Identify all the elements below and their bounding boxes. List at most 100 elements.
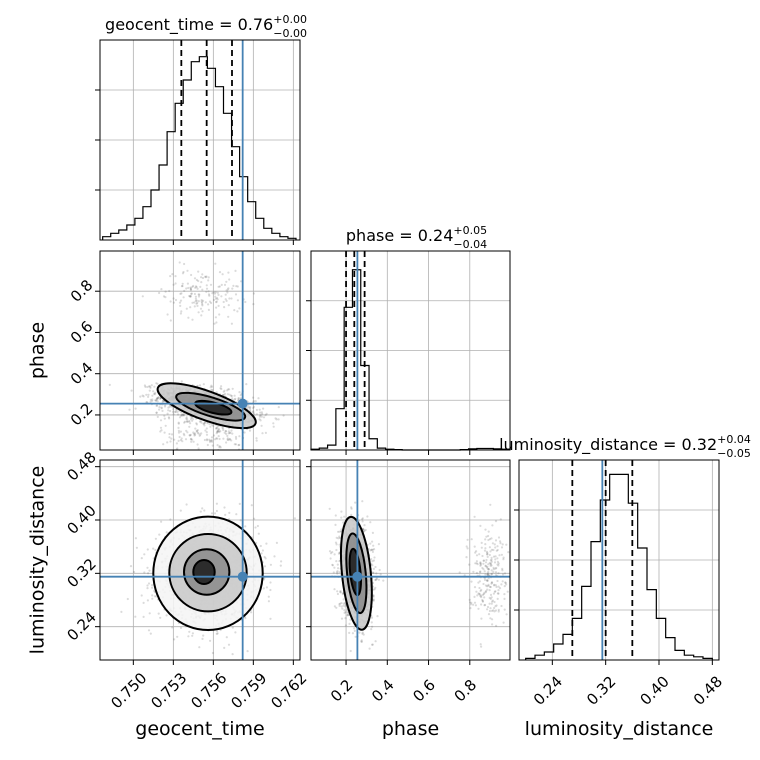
sample-point — [361, 632, 364, 635]
sample-point — [223, 431, 226, 434]
sample-point — [210, 388, 213, 391]
sample-point — [235, 437, 238, 440]
sample-point — [155, 398, 158, 401]
sample-point — [199, 285, 202, 288]
sample-point — [261, 549, 264, 552]
sample-point — [217, 425, 220, 428]
sample-point — [162, 295, 166, 298]
sample-point — [233, 443, 236, 446]
sample-point — [254, 526, 257, 529]
sample-point — [160, 406, 163, 409]
sample-point — [348, 631, 351, 635]
sample-point — [252, 400, 255, 403]
sample-point — [372, 599, 375, 602]
sample-point — [214, 291, 217, 294]
sample-point — [371, 643, 374, 646]
sample-point — [198, 293, 201, 296]
sample-point — [140, 557, 143, 560]
sample-point — [160, 407, 163, 410]
sample-point — [167, 416, 170, 419]
sample-point — [194, 285, 198, 288]
sample-point — [225, 299, 228, 302]
sample-point — [252, 396, 255, 399]
sample-point — [214, 427, 218, 430]
sample-point — [233, 309, 236, 312]
sample-point — [273, 555, 276, 558]
sample-point — [360, 640, 363, 643]
sample-point — [151, 594, 154, 597]
sample-point — [153, 393, 157, 396]
sample-point — [231, 626, 234, 629]
pair-panel-geocent_time-luminosity_distance — [95, 459, 301, 665]
sample-point — [375, 578, 378, 581]
sample-point — [228, 511, 231, 514]
sample-point — [245, 383, 248, 386]
sample-point — [198, 420, 202, 423]
sample-point — [225, 432, 228, 435]
sample-point — [143, 553, 146, 556]
sample-point — [134, 537, 137, 540]
sample-point — [237, 397, 240, 400]
sample-point — [182, 270, 185, 274]
sample-point — [151, 394, 154, 397]
panel-title-phase: phase = 0.24+0.05 — [346, 224, 487, 245]
sample-point — [371, 540, 374, 543]
sample-point — [196, 429, 199, 432]
sample-point — [239, 519, 242, 522]
sample-point — [173, 638, 176, 641]
sample-point — [186, 418, 189, 421]
sample-point — [361, 500, 364, 503]
sample-point — [168, 432, 171, 436]
sample-point — [333, 566, 336, 569]
sample-point — [195, 430, 199, 433]
sample-point — [180, 292, 183, 295]
sample-point — [189, 288, 192, 291]
sample-point — [371, 550, 374, 554]
title-lower-error: −0.00 — [273, 27, 307, 40]
sample-point — [149, 386, 152, 389]
sample-point — [373, 556, 376, 559]
sample-point — [373, 548, 376, 551]
sample-point — [259, 419, 262, 422]
sample-point — [340, 510, 343, 513]
sample-point — [215, 301, 218, 304]
sample-point — [185, 417, 188, 420]
sample-point — [204, 421, 207, 424]
sample-point — [331, 563, 334, 566]
sample-point — [264, 557, 267, 560]
sample-point — [183, 421, 186, 424]
sample-point — [225, 280, 228, 283]
sample-point — [186, 431, 189, 434]
sample-point — [149, 400, 152, 403]
sample-point — [142, 601, 145, 605]
sample-point — [190, 292, 193, 295]
sample-point — [199, 420, 202, 423]
sample-point — [207, 290, 210, 293]
contour-line-4 — [192, 559, 216, 585]
sample-point — [155, 397, 158, 400]
sample-point — [209, 454, 211, 456]
sample-point — [179, 292, 182, 295]
sample-point — [199, 510, 202, 513]
sample-point — [210, 301, 213, 305]
sample-point — [173, 410, 177, 413]
sample-point — [348, 622, 351, 626]
sample-point — [215, 427, 218, 430]
sample-point — [274, 417, 277, 420]
sample-point — [210, 436, 214, 439]
sample-point — [177, 413, 180, 416]
sample-point — [252, 303, 255, 306]
sample-point — [252, 410, 255, 413]
sample-point — [230, 394, 233, 397]
sample-point — [147, 395, 150, 398]
sample-point — [192, 432, 195, 435]
sample-point — [346, 614, 349, 617]
sample-point — [146, 566, 149, 569]
sample-point — [336, 570, 339, 573]
sample-point — [180, 413, 183, 416]
sample-point — [191, 438, 194, 441]
sample-point — [232, 284, 235, 287]
sample-point — [191, 318, 194, 321]
sample-point — [344, 624, 347, 627]
title-main: luminosity_distance = 0.32 — [499, 435, 717, 455]
